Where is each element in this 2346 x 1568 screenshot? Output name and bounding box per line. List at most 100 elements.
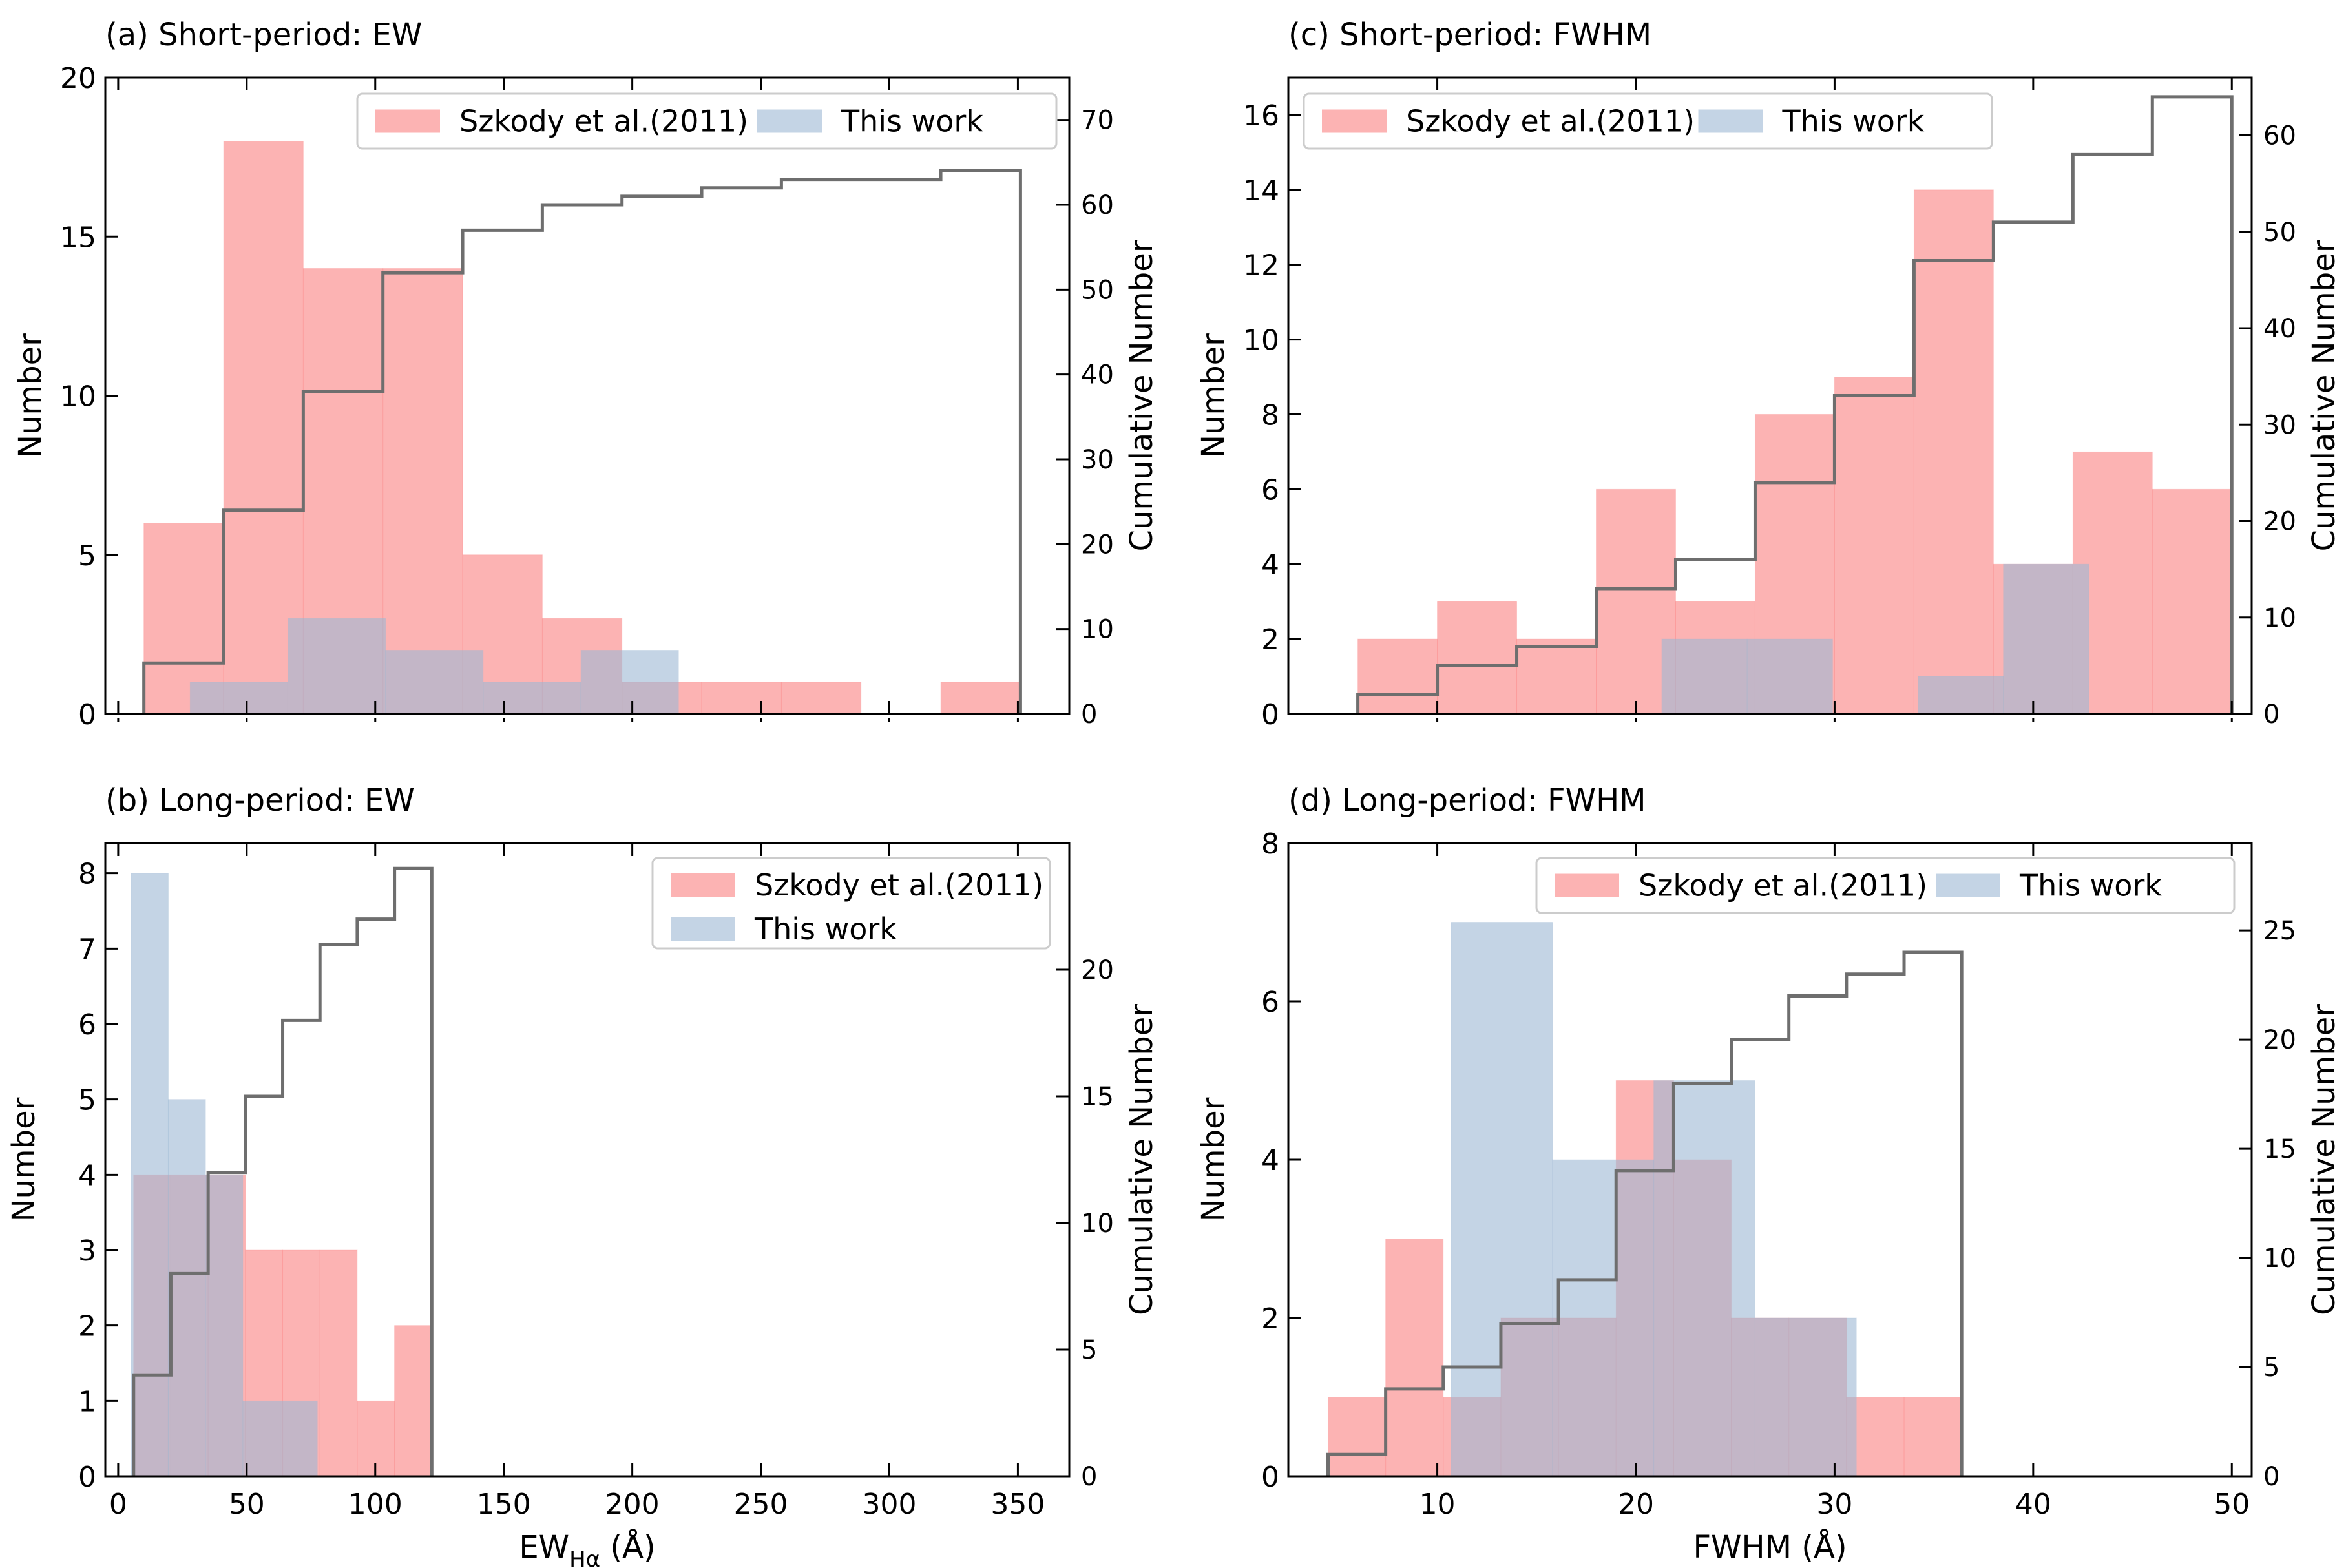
- y-tick-label: 0: [78, 698, 96, 731]
- legend-label: This work: [841, 104, 983, 139]
- y2-tick-label: 15: [2263, 1134, 2296, 1164]
- legend-box: [1303, 92, 1993, 150]
- bar: [483, 682, 581, 715]
- bar: [701, 682, 782, 715]
- y-tick-label: 8: [1261, 399, 1279, 432]
- legend-label: This work: [1782, 104, 1925, 139]
- y2-tick-label: 70: [1081, 106, 1114, 136]
- legend-box: [1535, 857, 2236, 914]
- series-this-work: [189, 618, 679, 715]
- x-tick-label: 50: [2214, 1488, 2250, 1521]
- bar: [1918, 676, 2004, 715]
- x-axis-label-main: FWHM: [1693, 1529, 1792, 1565]
- series-szkody: [143, 141, 1021, 715]
- y2-tick-label: 40: [2263, 314, 2296, 344]
- y-tick-label: 10: [1243, 324, 1279, 357]
- panel-c: 0 2 4 6 8 10 12 14 16 0 10 20 30 40 50 60 (c) Short-peri…: [1195, 17, 2342, 731]
- x-axis-label-unit: (Å): [600, 1529, 656, 1565]
- legend-label: Szkody et al.(2011): [459, 104, 748, 139]
- bar: [394, 1325, 432, 1477]
- cumulative-line: [1326, 950, 1964, 1476]
- bar: [287, 618, 386, 715]
- panel-title: (b) Long-period: EW: [105, 782, 415, 819]
- panel-title: (a) Short-period: EW: [105, 17, 422, 53]
- y2-tick-label: 60: [2263, 121, 2296, 151]
- legend: Szkody et al.(2011) This work: [651, 857, 1051, 950]
- legend-box: [356, 92, 1058, 150]
- x-axis-label: FWHM (Å): [1693, 1529, 1847, 1565]
- legend: Szkody et al.(2011) This work: [356, 92, 1058, 150]
- legend-swatch-szkody: [375, 109, 440, 133]
- legend-swatch-szkody: [671, 873, 735, 897]
- y2-tick-label: 20: [1081, 530, 1114, 559]
- bar: [242, 1400, 281, 1477]
- y-tick-label: 15: [60, 221, 96, 254]
- y-tick-label: 4: [1261, 549, 1279, 581]
- cumulative-line: [142, 169, 1022, 714]
- x-tick-label: 250: [734, 1488, 788, 1521]
- plot-frame: [1287, 76, 2253, 715]
- y-tick-label: 1: [78, 1385, 96, 1418]
- x-axis-label-sub: Hα: [569, 1547, 600, 1568]
- panel-d: 10 20 30 40 50 0 2 4 6 8 0 5 10 15 20 25 (d) Long-period…: [1195, 782, 2342, 1565]
- y-tick-label: 12: [1243, 249, 1279, 282]
- bar: [1385, 1239, 1444, 1477]
- bar: [167, 1099, 206, 1477]
- bar: [940, 682, 1021, 715]
- y-tick-label: 5: [78, 1084, 96, 1117]
- y2-tick-label: 0: [1081, 1462, 1097, 1492]
- bar: [2003, 563, 2089, 715]
- y-tick-label: 10: [60, 381, 96, 413]
- legend-swatch-this-work: [671, 917, 735, 941]
- legend-label: Szkody et al.(2011): [755, 868, 1043, 903]
- legend-label: Szkody et al.(2011): [1406, 104, 1695, 139]
- plot-frame: [104, 842, 1071, 1478]
- y-tick-label: 3: [78, 1235, 96, 1268]
- y2-tick-label: 40: [1081, 361, 1114, 390]
- y-tick-label: 14: [1243, 174, 1279, 207]
- y2-tick-label: 20: [2263, 1025, 2296, 1055]
- bar: [1834, 377, 1914, 715]
- x-axis-label-unit: (Å): [1792, 1529, 1847, 1565]
- legend-swatch-szkody: [1555, 873, 1619, 897]
- bar: [382, 268, 463, 715]
- y2-tick-label: 5: [1081, 1335, 1097, 1365]
- y-tick-label: 6: [1261, 986, 1279, 1019]
- y2-axis-label: Cumulative Number: [1124, 240, 1160, 551]
- bar: [780, 682, 862, 715]
- y-tick-label: 0: [1261, 1461, 1279, 1494]
- bar: [1451, 922, 1553, 1477]
- y2-tick-label: 50: [1081, 275, 1114, 305]
- y2-tick-label: 10: [2263, 603, 2296, 633]
- bar: [189, 682, 288, 715]
- bar: [385, 650, 484, 715]
- bar: [1913, 189, 1994, 715]
- legend-label: This work: [2019, 868, 2162, 903]
- y-tick-label: 8: [1261, 828, 1279, 861]
- legend-label: This work: [754, 912, 897, 946]
- series-szkody: [1357, 189, 2232, 715]
- x-tick-label: 0: [109, 1488, 127, 1521]
- panel-title: (d) Long-period: FWHM: [1288, 782, 1646, 819]
- bar: [1516, 638, 1597, 715]
- y-tick-label: 2: [78, 1310, 96, 1343]
- y-tick-label: 6: [78, 1009, 96, 1041]
- panel-title: (c) Short-period: FWHM: [1288, 17, 1651, 53]
- y-tick-label: 20: [60, 62, 96, 95]
- y-axis-label: Number: [1195, 333, 1231, 458]
- y-tick-label: 0: [78, 1461, 96, 1494]
- panel-a: 0 5 10 15 20 0 10 20 30 40 50 60 70 (a) Short-period:…: [12, 17, 1160, 731]
- series-this-work: [1451, 922, 1857, 1477]
- y2-axis-label: Cumulative Number: [2306, 1004, 2342, 1315]
- bar: [1754, 1317, 1857, 1477]
- bar: [205, 1174, 244, 1477]
- x-tick-label: 300: [863, 1488, 917, 1521]
- y2-tick-label: 60: [1081, 191, 1114, 220]
- y2-axis-label: Cumulative Number: [2306, 240, 2342, 551]
- bar: [280, 1400, 318, 1477]
- y-tick-label: 4: [78, 1159, 96, 1192]
- y-axis-label: Number: [1195, 1097, 1231, 1222]
- y2-tick-label: 15: [1081, 1082, 1114, 1112]
- x-tick-label: 100: [348, 1488, 403, 1521]
